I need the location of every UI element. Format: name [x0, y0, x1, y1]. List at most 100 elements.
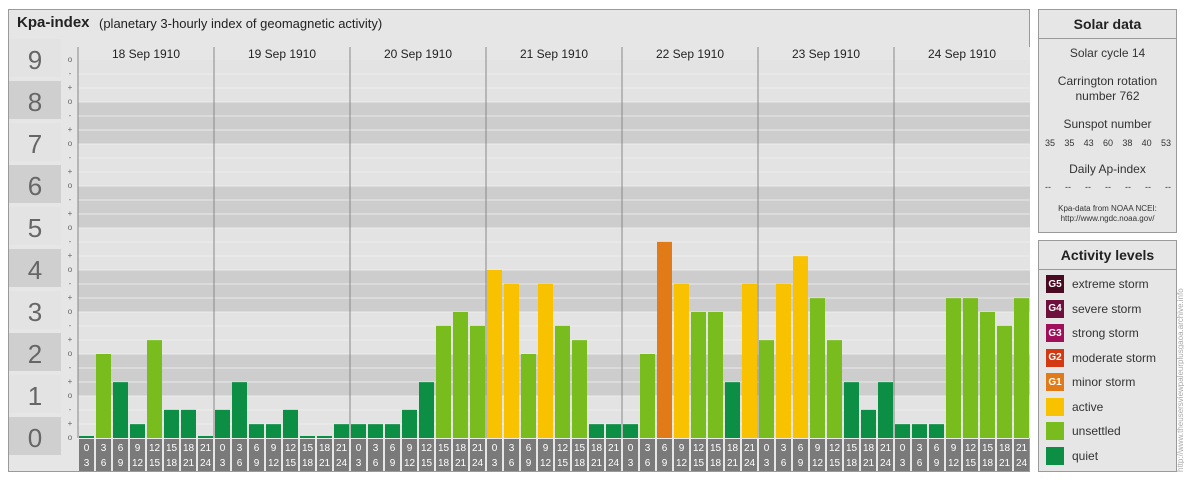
interval-start: 0 — [628, 443, 634, 454]
legend-label: minor storm — [1072, 375, 1136, 389]
interval-start: 0 — [84, 443, 90, 454]
legend-swatch — [1046, 422, 1064, 440]
legend-swatch — [1046, 397, 1064, 416]
interval-start: 18 — [183, 443, 195, 454]
kp-bar — [470, 325, 485, 438]
legend-swatch: G1 — [1046, 373, 1064, 391]
y-tick-label: 7 — [28, 129, 42, 159]
interval-end: 15 — [829, 458, 841, 469]
interval-start: 12 — [421, 443, 433, 454]
interval-end: 6 — [373, 458, 379, 469]
kp-bar — [657, 241, 672, 438]
minor-tick-column — [61, 47, 78, 438]
interval-start: 15 — [846, 443, 858, 454]
interval-start: 21 — [472, 443, 484, 454]
kp-bar — [725, 382, 740, 438]
kp-bar — [929, 424, 944, 438]
interval-cell — [708, 439, 723, 471]
minor-tick: + — [68, 167, 73, 176]
interval-cell — [759, 439, 774, 471]
kp-bar — [317, 436, 332, 438]
kp-bar — [640, 354, 655, 438]
interval-start: 3 — [509, 443, 515, 454]
interval-cell — [215, 439, 230, 471]
interval-cell — [640, 439, 655, 471]
interval-cell — [419, 439, 434, 471]
minor-tick: + — [68, 209, 73, 218]
y-tick-cell-4 — [9, 249, 61, 287]
interval-cell — [912, 439, 927, 471]
interval-start: 9 — [543, 443, 549, 454]
interval-end: 18 — [438, 458, 450, 469]
minor-tick: + — [68, 335, 73, 344]
interval-start: 15 — [982, 443, 994, 454]
interval-start: 6 — [934, 443, 940, 454]
sunspot-value: 35 — [1064, 138, 1075, 148]
interval-cell — [181, 439, 196, 471]
legend-swatch: G2 — [1046, 348, 1064, 367]
interval-end: 12 — [948, 458, 960, 469]
kp-bar — [96, 354, 111, 438]
interval-end: 6 — [237, 458, 243, 469]
interval-start: 15 — [574, 443, 586, 454]
interval-start: 21 — [336, 443, 348, 454]
kp-bar — [895, 424, 910, 438]
kp-bar — [385, 424, 400, 438]
kp-bar — [878, 382, 893, 438]
kp-bar — [589, 424, 604, 438]
kp-bar — [215, 409, 230, 438]
minor-tick: + — [68, 419, 73, 428]
interval-end: 15 — [285, 458, 297, 469]
interval-cell — [402, 439, 417, 471]
minor-tick: o — [68, 139, 73, 148]
band-8 — [78, 60, 1030, 102]
noaa-line2: http://www.ngdc.noaa.gov/ — [1060, 214, 1155, 223]
interval-end: 6 — [101, 458, 107, 469]
interval-end: 9 — [390, 458, 396, 469]
interval-end: 12 — [540, 458, 552, 469]
interval-start: 18 — [455, 443, 467, 454]
sunspot-value: 60 — [1102, 138, 1113, 148]
band-7 — [78, 102, 1030, 144]
interval-end: 18 — [846, 458, 858, 469]
sunspot-values: 35 35 43 60 38 40 53 — [1045, 138, 1171, 148]
minor-tick: - — [69, 195, 72, 204]
ap-value: -- — [1125, 182, 1131, 192]
kp-bar — [487, 270, 502, 438]
kp-bar — [232, 382, 247, 438]
legend-row: unsettled — [1046, 421, 1121, 441]
interval-end: 24 — [200, 458, 212, 469]
minor-tick: o — [68, 391, 73, 400]
y-tick-label: 4 — [28, 255, 42, 285]
day-label: 23 Sep 1910 — [792, 47, 860, 61]
interval-end: 15 — [693, 458, 705, 469]
kp-bar — [538, 283, 553, 438]
interval-cell — [827, 439, 842, 471]
interval-cell — [164, 439, 179, 471]
interval-start: 18 — [591, 443, 603, 454]
minor-tick: o — [68, 433, 73, 442]
interval-cell — [674, 439, 689, 471]
minor-tick: o — [68, 349, 73, 358]
interval-end: 18 — [710, 458, 722, 469]
y-tick-cell-3 — [9, 291, 61, 329]
ap-value: -- — [1045, 182, 1051, 192]
kp-bar — [844, 382, 859, 438]
interval-cell — [368, 439, 383, 471]
minor-tick: o — [68, 307, 73, 316]
sunspot-value: 38 — [1122, 138, 1133, 148]
interval-start: 3 — [237, 443, 243, 454]
interval-end: 12 — [676, 458, 688, 469]
minor-tick: o — [68, 181, 73, 190]
interval-start: 12 — [965, 443, 977, 454]
interval-end: 24 — [880, 458, 892, 469]
interval-start: 15 — [710, 443, 722, 454]
interval-cell — [385, 439, 400, 471]
sunspot-label: Sunspot number — [1063, 117, 1152, 131]
y-tick-label: 5 — [28, 213, 42, 243]
y-tick-label: 3 — [28, 297, 42, 327]
kp-bar — [453, 312, 468, 438]
interval-start: 3 — [373, 443, 379, 454]
interval-cell — [249, 439, 264, 471]
